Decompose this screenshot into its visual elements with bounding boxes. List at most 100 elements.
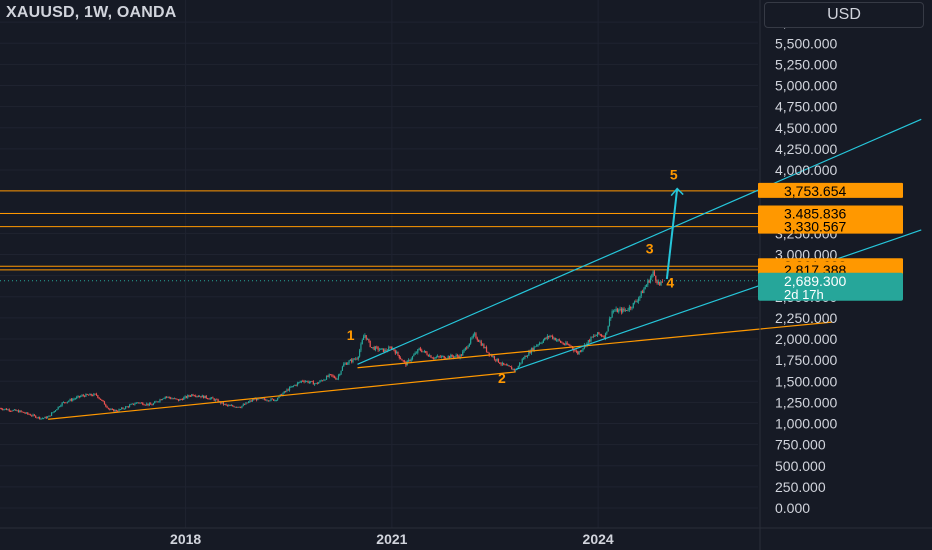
candle-body [628, 306, 630, 311]
candle-body [467, 346, 469, 349]
candle-body [656, 280, 658, 284]
candle-body [419, 348, 422, 351]
candle-body [85, 394, 87, 397]
support-trend-line[interactable] [48, 371, 516, 420]
candle-body [118, 409, 120, 412]
candle-body [237, 406, 239, 408]
candle-body [533, 346, 535, 351]
candle-body [257, 397, 259, 401]
candle-body [222, 402, 225, 405]
candle-body [627, 310, 629, 311]
currency-button[interactable]: USD [764, 2, 924, 28]
candle-body [422, 351, 424, 353]
candle-body [603, 336, 605, 339]
channel-trend-line[interactable] [515, 229, 922, 370]
candle-body [99, 398, 102, 400]
candle-body [403, 360, 406, 362]
candle-body [315, 382, 317, 384]
candle-body [163, 398, 165, 399]
candle-body [49, 415, 51, 417]
candle-body [41, 418, 43, 420]
candle-body [611, 311, 613, 318]
candle-body [647, 280, 649, 285]
candle-body [400, 357, 402, 360]
candle-body [56, 409, 58, 411]
candle-body [590, 336, 592, 342]
candle-body [524, 356, 526, 359]
candle-body [53, 411, 55, 413]
candle-body [376, 346, 378, 348]
candle-body [183, 397, 185, 400]
level-price-tag-label: 3,485.836 [784, 205, 846, 221]
candle-body [378, 349, 381, 351]
candle-body [270, 398, 272, 401]
candle-body [115, 410, 117, 412]
candle-body [291, 386, 293, 388]
price-tick-label: 5,500.000 [775, 35, 837, 51]
candle-body [290, 387, 292, 388]
candle-body [95, 393, 98, 396]
candle-body [164, 396, 166, 399]
candle-body [277, 398, 279, 401]
candle-body [380, 348, 382, 350]
candle-body [356, 358, 358, 360]
drawing-layer[interactable] [0, 118, 922, 420]
candle-body [188, 395, 190, 397]
candle-body [205, 395, 207, 399]
wave-label: 3 [646, 241, 654, 257]
candle-body [318, 382, 320, 384]
candle-body [216, 399, 218, 401]
candle-body [556, 340, 558, 341]
candle-body [544, 337, 546, 341]
price-tick-label: 5,250.000 [775, 56, 837, 72]
candle-body [352, 358, 354, 362]
candle-body [503, 362, 505, 365]
candle-body [595, 335, 597, 337]
last-price-tag [758, 272, 903, 301]
candle-body [267, 400, 269, 402]
channel-trend-line[interactable] [357, 118, 922, 365]
candle-body [481, 344, 484, 346]
candle-body [45, 416, 47, 419]
candle-body [60, 405, 62, 407]
candle-body [152, 403, 154, 405]
projection-arrow[interactable] [665, 188, 679, 280]
candle-body [532, 348, 534, 351]
candle-body [641, 291, 644, 294]
candle-body [414, 352, 416, 355]
price-tick-label: 2,000.000 [775, 331, 837, 347]
candle-body [421, 350, 423, 352]
candle-body [162, 398, 164, 400]
candle-body [594, 335, 596, 337]
support-trend-line[interactable] [357, 321, 832, 369]
time-axis[interactable]: 2018 2021 2024 [0, 527, 932, 547]
candle-body [64, 402, 66, 403]
candle-body [233, 406, 235, 408]
candle-body [68, 400, 70, 402]
last-price-label: 2,689.300 [784, 273, 846, 289]
candle-body [353, 358, 355, 360]
candle-body [472, 334, 474, 338]
candle-body [240, 407, 242, 409]
candle-body [70, 399, 72, 401]
candle-body [87, 394, 90, 396]
candle-body [17, 410, 20, 413]
candle-body [607, 325, 609, 332]
candle-body [266, 400, 268, 402]
candle-body [409, 359, 411, 361]
candle-body [241, 405, 243, 408]
candle-body [24, 412, 26, 414]
candle-body [365, 335, 367, 340]
candle-body [466, 347, 468, 349]
candle-body [134, 403, 136, 405]
candle-body [210, 397, 213, 399]
price-tick-label: 0.000 [775, 500, 810, 516]
candle-body [251, 399, 254, 402]
candle-body [77, 395, 79, 397]
candle-body [624, 310, 626, 311]
candle-body [637, 298, 640, 302]
candle-body [250, 400, 252, 402]
candle-body [74, 398, 76, 400]
bar-countdown-label: 2d 17h [784, 287, 824, 302]
